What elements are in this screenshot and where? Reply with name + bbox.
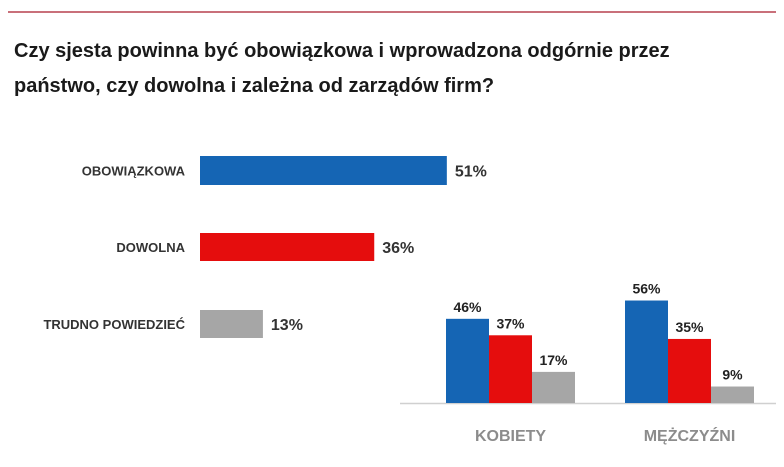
accent-line: [8, 11, 776, 13]
category-label: DOWOLNA: [116, 240, 185, 255]
data-label: 9%: [722, 367, 743, 383]
bar: [668, 338, 711, 403]
bar: [200, 156, 447, 185]
bar: [200, 233, 375, 261]
data-label: 46%: [453, 299, 482, 315]
bar: [711, 386, 754, 403]
data-label: 35%: [675, 319, 704, 335]
bar: [200, 310, 263, 338]
bar: [532, 371, 575, 403]
category-label: MĘŻCZYŹNI: [644, 426, 736, 445]
data-label: 37%: [496, 315, 525, 331]
data-label: 36%: [382, 240, 414, 257]
chart-title: Czy sjesta powinna być obowiązkowa i wpr…: [14, 40, 670, 97]
bar: [446, 318, 489, 403]
bar: [625, 300, 668, 403]
category-label: KOBIETY: [475, 428, 546, 445]
category-label: TRUDNO POWIEDZIEĆ: [43, 317, 185, 332]
category-label: OBOWIĄZKOWA: [82, 164, 186, 179]
data-label: 56%: [632, 281, 661, 297]
data-label: 51%: [455, 164, 487, 181]
bar: [489, 335, 532, 403]
data-label: 17%: [539, 352, 568, 368]
data-label: 13%: [271, 317, 303, 334]
